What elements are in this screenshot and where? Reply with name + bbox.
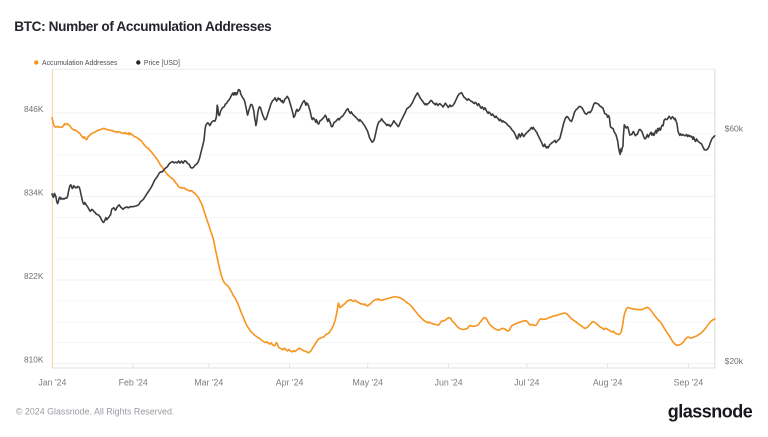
svg-text:$60k: $60k <box>725 124 744 134</box>
svg-text:Jun '24: Jun '24 <box>435 378 463 388</box>
svg-text:810K: 810K <box>24 355 44 365</box>
svg-text:846K: 846K <box>24 104 44 114</box>
svg-text:Jul '24: Jul '24 <box>514 378 539 388</box>
svg-text:Price [USD]: Price [USD] <box>144 60 180 67</box>
svg-text:May '24: May '24 <box>353 378 384 388</box>
svg-text:834K: 834K <box>24 188 44 198</box>
svg-text:Jan '24: Jan '24 <box>38 378 66 388</box>
svg-text:Accumulation Addresses: Accumulation Addresses <box>42 60 118 67</box>
svg-text:822K: 822K <box>24 271 44 281</box>
svg-text:© 2024 Glassnode. All Rights R: © 2024 Glassnode. All Rights Reserved. <box>16 407 174 417</box>
svg-text:$20k: $20k <box>725 356 744 366</box>
svg-text:Feb '24: Feb '24 <box>119 378 148 388</box>
svg-text:glassnode: glassnode <box>668 401 753 421</box>
svg-text:Aug '24: Aug '24 <box>593 378 623 388</box>
svg-text:Mar '24: Mar '24 <box>194 378 223 388</box>
svg-text:BTC: Number of Accumulation Ad: BTC: Number of Accumulation Addresses <box>14 19 271 34</box>
svg-text:Apr '24: Apr '24 <box>276 378 304 388</box>
svg-text:Sep '24: Sep '24 <box>674 378 704 388</box>
